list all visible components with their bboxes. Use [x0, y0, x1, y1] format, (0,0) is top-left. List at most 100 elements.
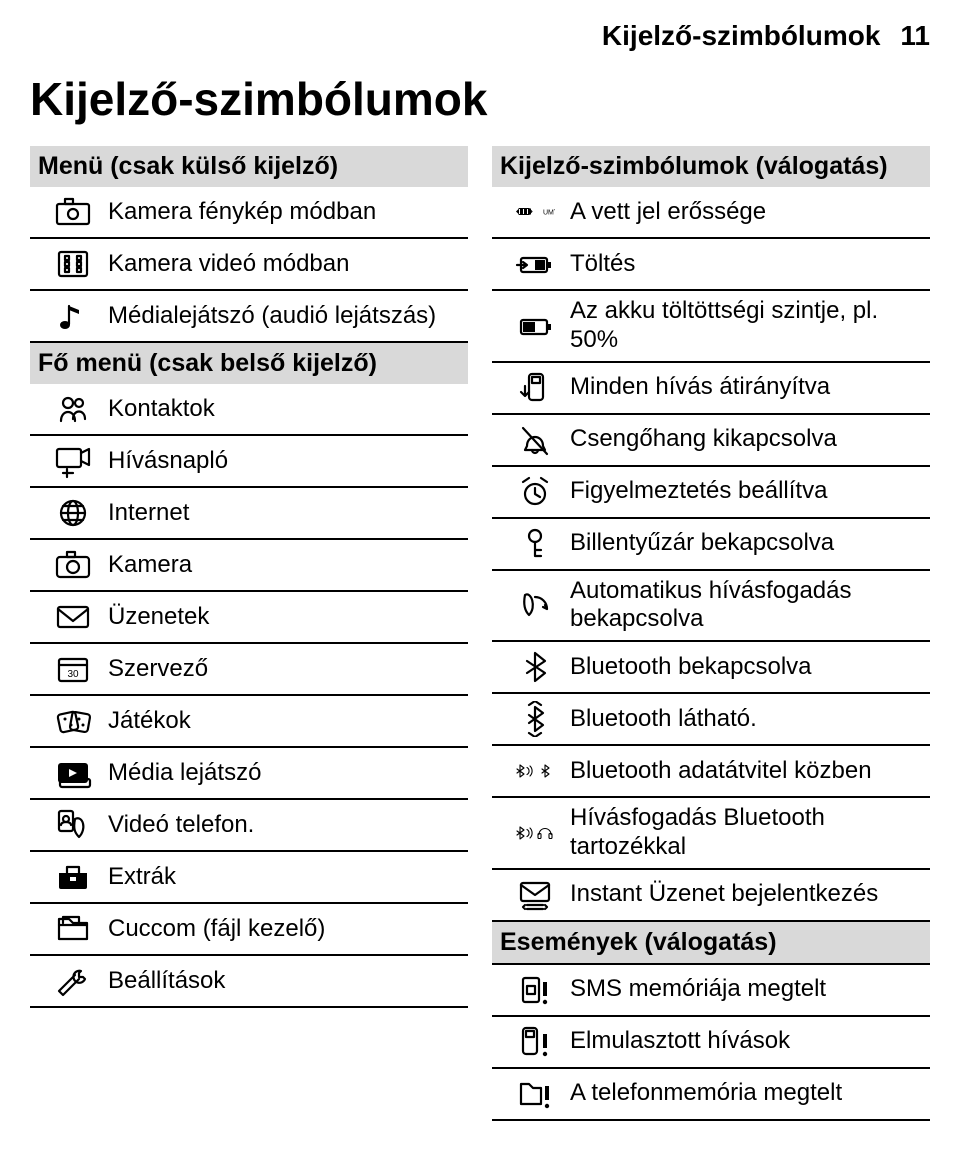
- symbol-item-row: Instant Üzenet bejelentkezés: [492, 870, 930, 922]
- svg-text:UMTS: UMTS: [543, 210, 555, 217]
- menu-item-label: Kamera videó módban: [108, 250, 460, 279]
- symbol-item-row: Figyelmeztetés beállítva: [492, 467, 930, 519]
- page-title: Kijelző-szimbólumok: [30, 72, 930, 126]
- dice-icon: [38, 703, 108, 739]
- main-item-row: Beállítások: [30, 956, 468, 1008]
- bluetooth-visible-icon: [500, 701, 570, 737]
- running-header: Kijelző-szimbólumok 11: [30, 20, 930, 52]
- symbol-item-label: Csengőhang kikapcsolva: [570, 425, 922, 454]
- videophone-icon: [38, 807, 108, 843]
- section-menu-header: Menü (csak külső kijelző): [30, 146, 468, 187]
- symbol-item-label: Töltés: [570, 250, 922, 279]
- main-item-label: Cuccom (fájl kezelő): [108, 915, 460, 944]
- main-item-row: 30 Szervező: [30, 644, 468, 696]
- bluetooth-xfer-icon: [500, 753, 570, 789]
- event-item-row: A telefonmemória megtelt: [492, 1069, 930, 1121]
- globe-icon: [38, 495, 108, 531]
- symbol-item-label: Instant Üzenet bejelentkezés: [570, 880, 922, 909]
- section-events-header: Események (válogatás): [492, 922, 930, 965]
- key-lock-icon: [500, 526, 570, 562]
- bluetooth-headset-icon: [500, 815, 570, 851]
- main-item-row: Média lejátszó: [30, 748, 468, 800]
- menu-item-row: Kamera fénykép módban: [30, 187, 468, 239]
- page-number: 11: [900, 20, 930, 52]
- event-item-row: SMS memóriája megtelt: [492, 965, 930, 1017]
- event-item-label: Elmulasztott hívások: [570, 1027, 922, 1056]
- section-symbols-header: Kijelző-szimbólumok (válogatás): [492, 146, 930, 187]
- main-item-row: Kamera: [30, 540, 468, 592]
- phone-divert-icon: [500, 370, 570, 406]
- main-item-label: Játékok: [108, 707, 460, 736]
- envelope-icon: [38, 599, 108, 635]
- bluetooth-icon: [500, 649, 570, 685]
- symbol-item-row: Töltés: [492, 239, 930, 291]
- wrench-icon: [38, 963, 108, 999]
- symbol-item-row: Bluetooth adatátvitel közben: [492, 746, 930, 798]
- main-item-row: Cuccom (fájl kezelő): [30, 904, 468, 956]
- symbol-item-row: UMTS A vett jel erőssége: [492, 187, 930, 239]
- symbol-item-row: Automatikus hívásfogadás bekapcsolva: [492, 571, 930, 643]
- main-item-row: Kontaktok: [30, 384, 468, 436]
- symbol-item-label: Automatikus hívásfogadás bekapcsolva: [570, 577, 922, 635]
- main-item-row: Internet: [30, 488, 468, 540]
- symbol-item-row: Billentyűzár bekapcsolva: [492, 519, 930, 571]
- main-item-label: Hívásnapló: [108, 447, 460, 476]
- symbol-item-row: Bluetooth bekapcsolva: [492, 642, 930, 694]
- main-item-label: Extrák: [108, 863, 460, 892]
- menu-item-row: Kamera videó módban: [30, 239, 468, 291]
- main-item-row: Videó telefon.: [30, 800, 468, 852]
- bell-off-icon: [500, 422, 570, 458]
- main-item-row: Hívásnapló: [30, 436, 468, 488]
- symbol-item-label: Az akku töltöttségi szintje, pl. 50%: [570, 297, 922, 355]
- event-item-label: A telefonmemória megtelt: [570, 1079, 922, 1108]
- symbol-item-label: A vett jel erőssége: [570, 198, 922, 227]
- missed-call-icon: [500, 1024, 570, 1060]
- camera-icon: [38, 547, 108, 583]
- main-item-label: Internet: [108, 499, 460, 528]
- calllog-icon: [38, 443, 108, 479]
- symbol-item-row: Bluetooth látható.: [492, 694, 930, 746]
- symbol-item-label: Minden hívás átirányítva: [570, 373, 922, 402]
- symbol-item-label: Hívásfogadás Bluetooth tartozékkal: [570, 804, 922, 862]
- symbol-item-row: Csengőhang kikapcsolva: [492, 415, 930, 467]
- symbol-item-label: Figyelmeztetés beállítva: [570, 477, 922, 506]
- menu-item-row: Médialejátszó (audió lejátszás): [30, 291, 468, 343]
- menu-item-label: Kamera fénykép módban: [108, 198, 460, 227]
- battery-half-icon: [500, 308, 570, 344]
- menu-item-label: Médialejátszó (audió lejátszás): [108, 302, 460, 331]
- symbol-item-row: Hívásfogadás Bluetooth tartozékkal: [492, 798, 930, 870]
- battery-charge-icon: [500, 246, 570, 282]
- main-item-row: Üzenetek: [30, 592, 468, 644]
- svg-text:30: 30: [67, 669, 79, 680]
- main-item-label: Üzenetek: [108, 603, 460, 632]
- folder-icon: [38, 911, 108, 947]
- symbol-item-label: Bluetooth adatátvitel közben: [570, 757, 922, 786]
- symbol-item-row: Minden hívás átirányítva: [492, 363, 930, 415]
- main-item-label: Média lejátszó: [108, 759, 460, 788]
- folder-alert-icon: [500, 1076, 570, 1112]
- main-item-label: Kontaktok: [108, 395, 460, 424]
- signal-umts-icon: UMTS: [500, 194, 570, 230]
- left-column: Menü (csak külső kijelző) Kamera fénykép…: [30, 146, 468, 1121]
- camera-video-icon: [38, 246, 108, 282]
- event-item-row: Elmulasztott hívások: [492, 1017, 930, 1069]
- main-item-label: Szervező: [108, 655, 460, 684]
- main-item-row: Játékok: [30, 696, 468, 748]
- main-item-label: Videó telefon.: [108, 811, 460, 840]
- play-screen-icon: [38, 755, 108, 791]
- symbol-item-row: Az akku töltöttségi szintje, pl. 50%: [492, 291, 930, 363]
- phone-auto-icon: [500, 587, 570, 623]
- running-title: Kijelző-szimbólumok: [602, 20, 880, 52]
- symbol-item-label: Billentyűzár bekapcsolva: [570, 529, 922, 558]
- symbol-item-label: Bluetooth látható.: [570, 705, 922, 734]
- camera-photo-icon: [38, 194, 108, 230]
- contacts-icon: [38, 391, 108, 427]
- main-item-row: Extrák: [30, 852, 468, 904]
- symbol-item-label: Bluetooth bekapcsolva: [570, 653, 922, 682]
- right-column: Kijelző-szimbólumok (válogatás) UMTS A ve…: [492, 146, 930, 1121]
- section-main-header: Fő menü (csak belső kijelző): [30, 343, 468, 384]
- im-login-icon: [500, 877, 570, 913]
- main-item-label: Kamera: [108, 551, 460, 580]
- sim-full-icon: [500, 972, 570, 1008]
- main-item-label: Beállítások: [108, 967, 460, 996]
